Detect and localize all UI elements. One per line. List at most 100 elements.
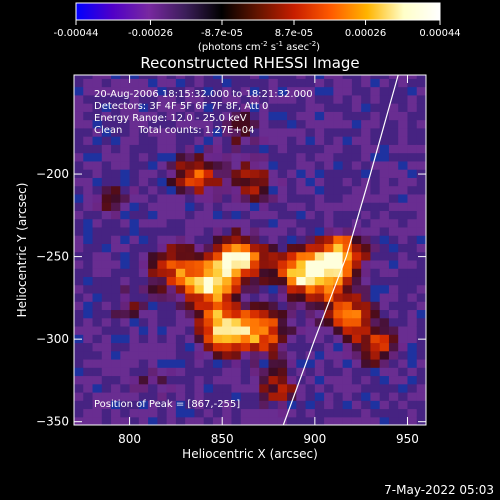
heatmap-cell [166, 309, 177, 319]
heatmap-cell [296, 383, 307, 393]
heatmap-cell [314, 276, 325, 286]
heatmap-cell [148, 251, 158, 261]
heatmap-cell [212, 342, 223, 352]
heatmap-cell [268, 86, 279, 96]
heatmap-cell [185, 342, 196, 352]
heatmap-cell [101, 276, 112, 286]
heatmap-cell [398, 309, 409, 319]
heatmap-cell [222, 358, 233, 368]
heatmap-cell [416, 391, 426, 401]
heatmap-cell [74, 193, 84, 203]
heatmap-cell [370, 367, 381, 377]
heatmap-cell [212, 144, 223, 154]
heatmap-cell [388, 375, 399, 385]
heatmap-cell [148, 268, 158, 278]
heatmap-cell [259, 75, 270, 79]
heatmap-cell [92, 235, 103, 244]
heatmap-cell [361, 75, 372, 79]
heatmap-cell [83, 334, 94, 344]
heatmap-cell [407, 391, 418, 401]
heatmap-cell [370, 103, 381, 112]
heatmap-cell [333, 75, 344, 79]
heatmap-cell [185, 75, 196, 79]
heatmap-cell [314, 400, 325, 410]
heatmap-cell [407, 210, 418, 220]
heatmap-cell [83, 251, 94, 261]
heatmap-cell [333, 391, 344, 401]
heatmap-cell [250, 136, 260, 145]
heatmap-cell [305, 218, 316, 228]
heatmap-cell [166, 169, 177, 178]
heatmap-cell [92, 185, 103, 195]
heatmap-cell [157, 383, 168, 393]
heatmap-cell [416, 367, 426, 377]
heatmap-cell [379, 276, 390, 286]
heatmap-cell [185, 375, 196, 385]
heatmap-cell [324, 251, 334, 261]
heatmap-cell [212, 210, 223, 220]
heatmap-cell [259, 193, 270, 203]
heatmap-cell [351, 235, 362, 244]
heatmap-cell [277, 202, 288, 211]
heatmap-cell [92, 268, 103, 278]
heatmap-cell [240, 383, 251, 393]
heatmap-cell [101, 78, 112, 88]
heatmap-cell [157, 284, 168, 294]
heatmap-cell [222, 276, 233, 286]
heatmap-cell [92, 160, 103, 170]
heatmap-cell [379, 259, 390, 269]
heatmap-cell [203, 292, 214, 302]
heatmap-cell [240, 169, 251, 178]
heatmap-cell [388, 218, 399, 228]
heatmap-cell [74, 408, 84, 418]
heatmap-cell [388, 202, 399, 211]
heatmap-cell [120, 177, 131, 187]
heatmap-cell [138, 226, 149, 236]
heatmap-cell [111, 292, 121, 302]
heatmap-cell [101, 375, 112, 385]
heatmap-cell [101, 325, 112, 335]
heatmap-cell [83, 75, 94, 79]
heatmap-cell [305, 177, 316, 187]
heatmap-cell [388, 235, 399, 244]
heatmap-cell [83, 103, 94, 112]
heatmap-cell [166, 350, 177, 360]
heatmap-cell [370, 111, 381, 121]
heatmap-cell [74, 416, 84, 425]
heatmap-cell [157, 400, 168, 410]
heatmap-cell [277, 193, 288, 203]
heatmap-cell [120, 391, 131, 401]
heatmap-cell [120, 210, 131, 220]
heatmap-cell [407, 342, 418, 352]
heatmap-cell [101, 367, 112, 377]
heatmap-cell [129, 193, 140, 203]
heatmap-cell [212, 235, 223, 244]
heatmap-cell [148, 284, 158, 294]
heatmap-cell [120, 75, 131, 79]
heatmap-cell [287, 226, 297, 236]
heatmap-cell [342, 169, 353, 178]
heatmap-cell [277, 119, 288, 129]
heatmap-cell [231, 136, 242, 145]
heatmap-cell [342, 193, 353, 203]
heatmap-cell [342, 160, 353, 170]
heatmap-cell [277, 103, 288, 112]
heatmap-cell [240, 86, 251, 96]
heatmap-cell [379, 103, 390, 112]
heatmap-cell [361, 202, 372, 211]
heatmap-cell [166, 251, 177, 261]
heatmap-cell [370, 185, 381, 195]
heatmap-cell [416, 243, 426, 253]
heatmap-cell [314, 350, 325, 360]
heatmap-cell [268, 367, 279, 377]
heatmap-cell [101, 86, 112, 96]
heatmap-cell [388, 210, 399, 220]
heatmap-cell [296, 292, 307, 302]
heatmap-cell [83, 276, 94, 286]
heatmap-cell [324, 103, 334, 112]
colorbar-tick-label: -0.00044 [54, 28, 99, 39]
heatmap-cell [268, 251, 279, 261]
heatmap-cell [231, 119, 242, 129]
heatmap-cell [212, 317, 223, 327]
heatmap-cell [92, 226, 103, 236]
